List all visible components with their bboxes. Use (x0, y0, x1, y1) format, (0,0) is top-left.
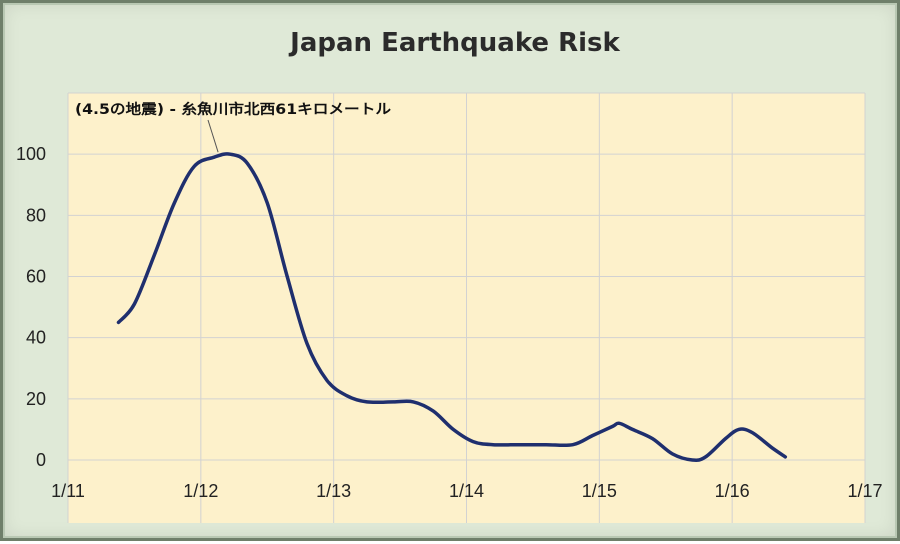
grid-lines (67, 92, 866, 523)
y-tick-label: 80 (26, 205, 46, 225)
x-tick-label: 1/16 (715, 481, 750, 501)
chart-svg: Japan Earthquake Risk 1/11 1/12 1/13 1/14 1/… (16, 28, 883, 523)
y-tick-label: 20 (26, 389, 46, 409)
series-line (116, 152, 788, 462)
x-tick-labels: 1/11 1/12 1/13 1/14 1/15 1/16 1/17 (51, 481, 882, 501)
y-tick-label: 0 (36, 450, 46, 470)
series-layer (116, 152, 788, 462)
x-tick-label: 1/11 (51, 481, 85, 501)
annotation-leader-line (207, 119, 219, 153)
y-tick-label: 100 (16, 144, 46, 164)
x-tick-label: 1/14 (449, 481, 484, 501)
y-tick-label: 60 (26, 267, 46, 287)
x-tick-label: 1/13 (316, 481, 351, 501)
annotations: (4.5の地震) - 糸魚川市北西61キロメートル (75, 101, 391, 153)
x-tick-label: 1/17 (847, 481, 882, 501)
y-tick-label: 40 (26, 328, 46, 348)
chart-title: Japan Earthquake Risk (288, 28, 620, 58)
x-tick-label: 1/12 (183, 481, 218, 501)
annotation-label: (4.5の地震) - 糸魚川市北西61キロメートル (75, 101, 391, 118)
y-tick-labels: 0 20 40 60 80 100 (16, 144, 46, 470)
x-tick-label: 1/15 (582, 481, 617, 501)
